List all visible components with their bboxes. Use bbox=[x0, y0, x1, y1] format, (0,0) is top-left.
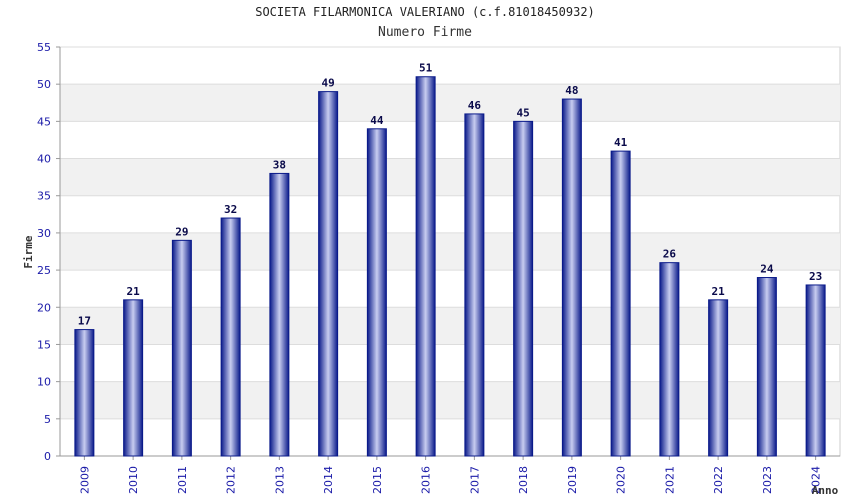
x-tick-label: 2010 bbox=[127, 466, 140, 494]
value-label: 51 bbox=[419, 62, 433, 75]
x-axis-label: Anno bbox=[812, 484, 839, 497]
x-tick-label: 2021 bbox=[663, 466, 676, 494]
value-labels: 17 21 29 32 38 49 44 51 46 45 48 41 26 21 24 23 bbox=[78, 62, 823, 328]
y-tick-label: 35 bbox=[37, 190, 51, 203]
bar bbox=[123, 299, 144, 457]
chart-subtitle: Numero Firme bbox=[378, 25, 472, 40]
x-tick-label: 2019 bbox=[566, 466, 579, 494]
bar bbox=[74, 329, 95, 457]
y-tick-label: 0 bbox=[44, 450, 51, 463]
y-tick-label: 5 bbox=[44, 413, 51, 426]
value-label: 23 bbox=[809, 270, 822, 283]
y-tick-label: 50 bbox=[37, 78, 51, 91]
value-label: 38 bbox=[273, 158, 286, 171]
x-tick-label: 2020 bbox=[615, 466, 628, 494]
y-tick-label: 30 bbox=[37, 227, 51, 240]
x-axis: 2009 2010 2011 2012 2013 2014 2015 2016 2017 2018… bbox=[60, 455, 840, 494]
value-label: 49 bbox=[322, 77, 335, 90]
bar bbox=[464, 113, 485, 457]
x-tick-label: 2024 bbox=[810, 466, 823, 494]
value-label: 21 bbox=[712, 285, 726, 298]
bar bbox=[269, 172, 290, 457]
x-tick-label: 2022 bbox=[712, 466, 725, 494]
chart-title: SOCIETA FILARMONICA VALERIANO (c.f.81018… bbox=[255, 5, 595, 19]
value-label: 26 bbox=[663, 248, 677, 261]
bar bbox=[513, 120, 534, 457]
grid-band bbox=[60, 84, 840, 122]
y-tick-label: 40 bbox=[37, 153, 51, 166]
bar bbox=[610, 150, 631, 457]
x-tick-label: 2011 bbox=[176, 466, 189, 494]
bar bbox=[805, 284, 826, 457]
x-tick-label: 2016 bbox=[420, 466, 433, 494]
grid-band bbox=[60, 158, 840, 196]
value-label: 29 bbox=[175, 225, 188, 238]
bar bbox=[756, 277, 777, 457]
value-label: 17 bbox=[78, 315, 91, 328]
x-tick-label: 2012 bbox=[225, 466, 238, 494]
value-label: 21 bbox=[127, 285, 141, 298]
y-tick-label: 15 bbox=[37, 338, 51, 351]
value-label: 44 bbox=[370, 114, 384, 127]
bar bbox=[415, 76, 436, 457]
y-axis-label: Firme bbox=[22, 235, 35, 268]
bar bbox=[708, 299, 729, 457]
value-label: 32 bbox=[224, 203, 237, 216]
x-tick-label: 2023 bbox=[761, 466, 774, 494]
y-tick-label: 10 bbox=[37, 376, 51, 389]
value-label: 24 bbox=[760, 263, 774, 276]
y-tick-label: 45 bbox=[37, 115, 51, 128]
value-label: 46 bbox=[468, 99, 482, 112]
bar bbox=[220, 217, 241, 457]
y-tick-label: 55 bbox=[37, 41, 51, 54]
y-tick-label: 20 bbox=[37, 301, 51, 314]
bar bbox=[318, 91, 339, 457]
bar bbox=[561, 98, 582, 457]
x-tick-label: 2014 bbox=[322, 466, 335, 494]
y-tick-label: 25 bbox=[37, 264, 51, 277]
x-tick-label: 2017 bbox=[468, 466, 481, 494]
y-axis: 0 5 10 15 20 25 30 35 40 45 50 55 bbox=[37, 41, 61, 463]
x-tick-label: 2009 bbox=[78, 466, 91, 494]
bars bbox=[74, 76, 826, 457]
value-label: 41 bbox=[614, 136, 628, 149]
x-tick-label: 2018 bbox=[517, 466, 530, 494]
value-label: 45 bbox=[517, 106, 530, 119]
x-tick-label: 2015 bbox=[371, 466, 384, 494]
x-tick-label: 2013 bbox=[273, 466, 286, 494]
bar bbox=[366, 128, 387, 457]
bar bbox=[659, 262, 680, 457]
bar bbox=[171, 239, 192, 457]
value-label: 48 bbox=[565, 84, 578, 97]
